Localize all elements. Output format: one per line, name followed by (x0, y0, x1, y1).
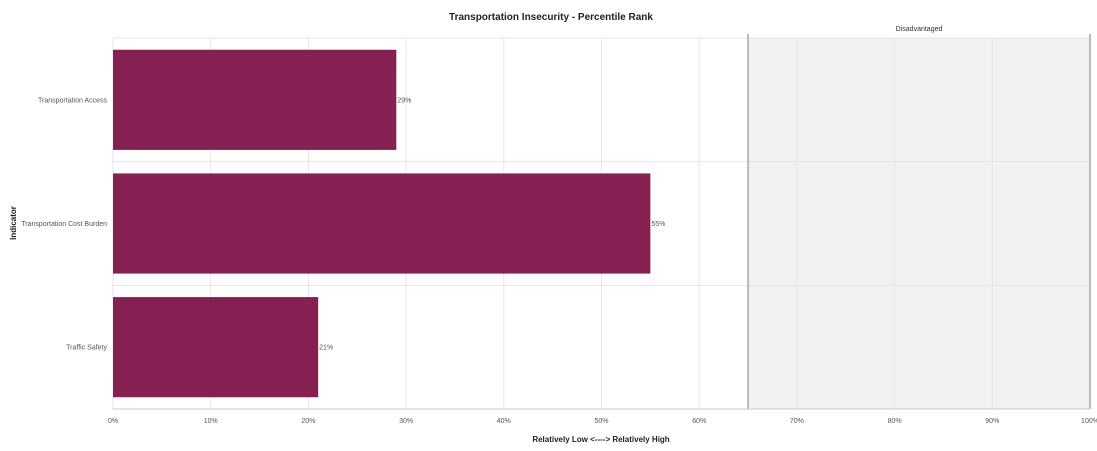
threshold-band (748, 38, 1090, 409)
x-tick-label-0: 0% (108, 418, 118, 425)
x-tick-label-6: 60% (692, 418, 706, 425)
threshold-band-label: Disadvantaged (896, 26, 943, 33)
bar-2 (113, 297, 319, 398)
data-label-1: 55% (651, 221, 665, 228)
category-label-0: Transportation Access (38, 97, 107, 104)
data-label-0: 29% (397, 97, 411, 104)
x-tick-label-10: 100% (1081, 418, 1097, 425)
bar-1 (113, 173, 651, 274)
data-label-2: 21% (319, 345, 333, 352)
chart-title: Transportation Insecurity - Percentile R… (449, 12, 653, 23)
y-axis-label: Indicator (9, 206, 18, 240)
plot-area: Disadvantaged 29% Transportation Access 55%… (21, 26, 1097, 425)
x-tick-label-5: 50% (594, 418, 608, 425)
x-tick-label-1: 10% (204, 418, 218, 425)
category-label-1: Transportation Cost Burden (21, 221, 107, 228)
x-tick-label-3: 30% (399, 418, 413, 425)
x-tick-label-4: 40% (497, 418, 511, 425)
x-tick-label-2: 20% (301, 418, 315, 425)
x-axis-label: Relatively Low <----> Relatively High (532, 435, 669, 444)
bar-0 (113, 49, 397, 150)
x-tick-label-9: 90% (985, 418, 999, 425)
category-label-2: Traffic Safety (66, 345, 107, 352)
x-tick-label-7: 70% (790, 418, 804, 425)
x-tick-label-8: 80% (888, 418, 902, 425)
